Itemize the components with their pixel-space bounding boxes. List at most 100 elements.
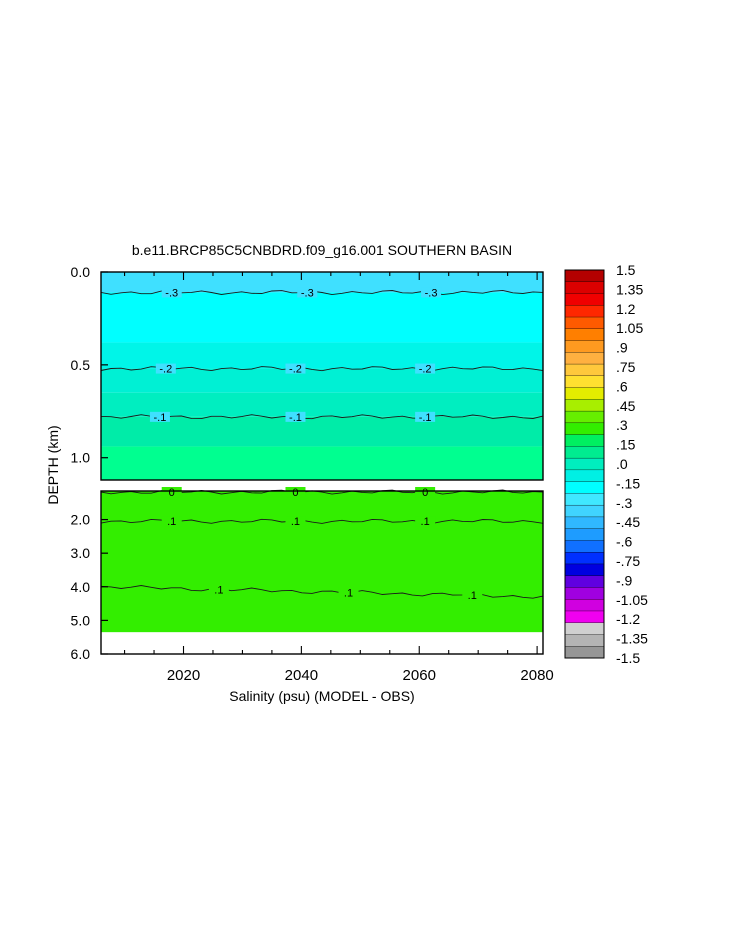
- colorbar-label: -.3: [616, 495, 633, 511]
- colorbar-swatch: [564, 352, 605, 365]
- lower-contour-label: 0: [169, 487, 175, 499]
- upper-contour-label: -.2: [419, 364, 432, 376]
- lower-contour-label: .1: [214, 584, 223, 596]
- upper-band-0: [101, 272, 543, 293]
- colorbar-label: .45: [616, 398, 636, 414]
- upper-contour-label-bg: [415, 363, 436, 374]
- colorbar-label: .6: [616, 378, 628, 394]
- colorbar-swatch: [564, 281, 605, 294]
- upper-contour-label-bg: [149, 411, 170, 422]
- colorbar: 1.5 1.35 1.2 1.05 .9 .75 .6 .45 .3 .15 .0 -.15 -.3 -.…: [564, 262, 648, 666]
- colorbar-swatch: [564, 363, 605, 377]
- upper-band-1: [101, 292, 543, 343]
- lower-band-0: [101, 491, 543, 633]
- upper-contour-label-bg: [421, 287, 442, 298]
- colorbar-label: .75: [616, 359, 636, 375]
- upper-panel-frame: [100, 271, 544, 481]
- lower-contour-label-bg: [161, 487, 182, 498]
- upper-contour-label: -.1: [154, 412, 167, 424]
- colorbar-swatch: [564, 552, 605, 565]
- colorbar-swatch: [564, 563, 605, 577]
- x-tick-label: 2040: [285, 667, 318, 684]
- lower-y-tick-label: 6.0: [71, 646, 91, 662]
- colorbar-swatch: [564, 575, 605, 588]
- upper-contour-label-bg: [155, 363, 176, 374]
- colorbar-label: -.15: [616, 475, 640, 491]
- colorbar-label: -.6: [616, 534, 633, 550]
- colorbar-swatch: [564, 599, 605, 612]
- lower-contour-label-bg: [285, 487, 306, 498]
- upper-y-tick-label: 1.0: [71, 450, 91, 466]
- lower-contour-label-bg: [415, 487, 436, 498]
- colorbar-swatch: [564, 375, 605, 389]
- lower-y-tick-label: 5.0: [71, 612, 91, 628]
- lower-y-tick-label: 3.0: [71, 545, 91, 561]
- upper-contour-label: -.3: [165, 287, 178, 299]
- colorbar-swatch: [564, 422, 605, 436]
- colorbar-swatch: [564, 328, 605, 342]
- upper-contour-label-bg: [285, 363, 306, 374]
- colorbar-label: 1.05: [616, 320, 643, 336]
- upper-contour-label: -.2: [289, 364, 302, 376]
- colorbar-swatch: [564, 434, 605, 447]
- colorbar-swatch: [564, 399, 605, 412]
- x-axis-label: Salinity (psu) (MODEL - OBS): [229, 688, 414, 704]
- colorbar-swatch: [564, 587, 605, 600]
- upper-contour-label-bg: [415, 411, 436, 422]
- colorbar-swatch: [564, 528, 605, 541]
- upper-contour-label: -.1: [419, 412, 432, 424]
- colorbar-swatch: [564, 481, 605, 494]
- lower-contour-label: 0: [292, 487, 298, 499]
- colorbar-swatch: [564, 504, 605, 518]
- colorbar-swatch: [564, 516, 605, 530]
- lower-contour-label-bg: [462, 590, 483, 601]
- upper-contour-label: -.3: [301, 287, 314, 299]
- colorbar-swatch: [564, 293, 605, 306]
- lower-contour-label-bg: [285, 516, 306, 527]
- lower-contour-label-bg: [161, 516, 182, 527]
- colorbar-swatch: [564, 540, 605, 553]
- colorbar-label: 1.35: [616, 281, 643, 297]
- colorbar-swatch: [564, 622, 605, 635]
- upper-contour-label: -.2: [159, 364, 172, 376]
- colorbar-label: -.45: [616, 514, 640, 530]
- y-axis-label: DEPTH (km): [45, 425, 61, 504]
- colorbar-swatch: [564, 457, 605, 471]
- upper-contour-label: -.3: [425, 287, 438, 299]
- upper-y-tick-label: 0.0: [71, 264, 91, 280]
- colorbar-swatch: [564, 387, 605, 400]
- colorbar-swatch: [564, 610, 605, 624]
- lower-y-tick-label: 2.0: [71, 512, 91, 528]
- colorbar-label: -1.35: [616, 631, 648, 647]
- lower-contour-label-bg: [415, 516, 436, 527]
- x-tick-label: 2080: [520, 667, 553, 684]
- chart-title: b.e11.BRCP85C5CNBDRD.f09_g16.001 SOUTHER…: [132, 242, 512, 258]
- lower-contour-label: .1: [344, 587, 353, 599]
- colorbar-label: 1.2: [616, 301, 636, 317]
- colorbar-swatch: [564, 634, 605, 647]
- colorbar-label: -.9: [616, 572, 633, 588]
- colorbar-swatch: [564, 269, 605, 283]
- upper-panel: -.3 -.3 -.3 -.2 -.2 -.2 -.1 -.1 -.1 0.0 0.5 1.0: [71, 264, 544, 481]
- upper-y-tick-label: 0.5: [71, 357, 91, 373]
- lower-contour-label: .1: [421, 516, 430, 528]
- lower-contour-label: .1: [291, 516, 300, 528]
- upper-band-5: [101, 416, 543, 447]
- lower-contour-label: 0: [422, 487, 428, 499]
- colorbar-swatch: [564, 340, 605, 353]
- colorbar-swatch: [564, 493, 605, 506]
- lower-y-tick-label: 4.0: [71, 579, 91, 595]
- lower-contour-label-bg: [338, 587, 359, 598]
- colorbar-label: 1.5: [616, 262, 636, 278]
- upper-contour-label-bg: [297, 287, 318, 298]
- lower-panel-frame: [100, 490, 544, 655]
- colorbar-label: -1.05: [616, 592, 648, 608]
- upper-contour-label-bg: [161, 287, 182, 298]
- upper-band-4: [101, 392, 543, 417]
- colorbar-label: -.75: [616, 553, 640, 569]
- upper-contour-line-2: [100, 414, 544, 420]
- colorbar-swatch: [564, 316, 605, 330]
- lower-contour-label: .1: [167, 516, 176, 528]
- lower-contour-label-bg: [208, 584, 229, 595]
